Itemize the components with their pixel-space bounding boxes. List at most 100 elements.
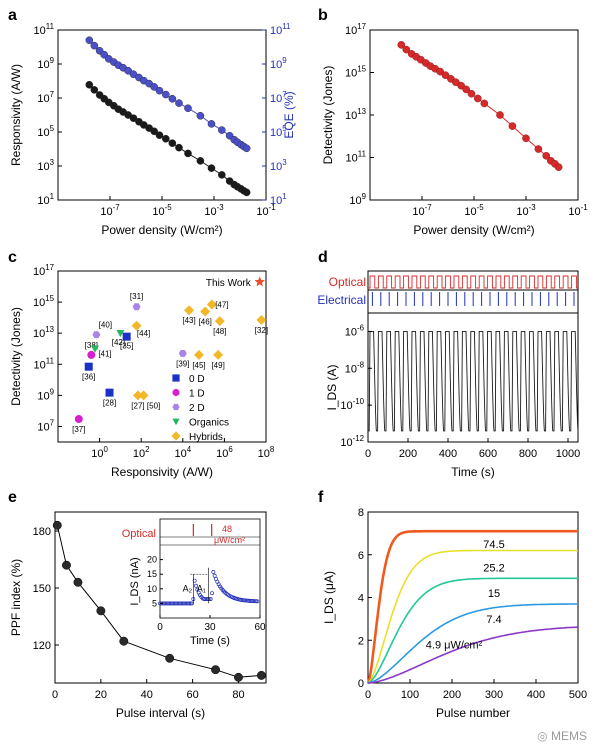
x-tick-label: 10-5 (464, 203, 484, 218)
data-point (441, 71, 450, 79)
data-point (161, 90, 170, 99)
y-tick-label: 1015 (345, 65, 367, 80)
data-point (168, 139, 177, 147)
y-axis-label: Responsivity (A/W) (9, 64, 23, 166)
x-tick-label: 200 (443, 689, 461, 701)
watermark-text: MEMS (551, 729, 587, 743)
inset-data-point (168, 601, 173, 606)
panel-letter-b: b (318, 7, 328, 24)
inset-intensity-label: 48 (222, 524, 232, 534)
data-point (85, 80, 94, 89)
inset-data-point (166, 601, 170, 606)
ref-label: [47] (215, 300, 228, 309)
y2-tick-label: 107 (270, 90, 287, 105)
y2-axis-label: EQE (%) (282, 91, 296, 138)
legend-marker (172, 388, 180, 397)
optical-label: Optical (329, 275, 366, 289)
y-tick-label: 180 (33, 526, 51, 538)
y-axis-label: PPF index (%) (9, 559, 23, 636)
x-tick-label: 20 (95, 689, 107, 701)
x-tick-label: 10-1 (568, 203, 587, 218)
inset-data-point (178, 601, 182, 606)
legend-label: Organics (189, 418, 229, 429)
data-point (168, 94, 177, 103)
x-tick-label: 102 (133, 445, 150, 460)
inset-data-point (164, 601, 169, 606)
data-point (200, 306, 211, 317)
y-tick-label: 0 (358, 678, 364, 690)
data-point (452, 78, 460, 86)
inset-data-point (188, 601, 193, 606)
data-point (90, 41, 99, 50)
ref-label: [42] (112, 338, 125, 347)
x-tick-label: 80 (232, 689, 244, 701)
series-line (366, 529, 578, 684)
ref-label: [50] (147, 401, 160, 410)
inset-data-point (180, 601, 185, 606)
series-line (367, 577, 578, 684)
panel-letter-c: c (8, 249, 17, 266)
y-tick-label: 103 (37, 158, 54, 173)
ref-label: [39] (176, 359, 189, 368)
inset-data-point (183, 601, 188, 606)
annotation-a2: A₂ (183, 584, 193, 594)
inset-y-tick-label: 10 (147, 584, 157, 594)
data-point (211, 665, 220, 675)
data-point (150, 83, 158, 91)
inset-data-point (171, 601, 176, 606)
panel-letter-e: e (8, 489, 17, 506)
data-point (218, 126, 226, 134)
data-point (52, 520, 62, 530)
series-label: 74.5 (483, 539, 504, 551)
data-point (462, 85, 470, 94)
data-point (165, 653, 175, 663)
legend-marker (172, 374, 180, 382)
data-point (397, 41, 406, 49)
data-point (218, 171, 226, 179)
x-tick-label: 10-1 (256, 203, 275, 218)
inset-data-point (255, 599, 260, 604)
data-point (96, 606, 106, 616)
ref-label: [43] (182, 316, 195, 325)
inset-data-point (208, 597, 213, 601)
x-tick-label: 1000 (556, 448, 580, 460)
inset-data-point (170, 601, 174, 606)
data-point (87, 350, 96, 359)
x-tick-label: 108 (258, 445, 275, 460)
x-tick-label: 10-3 (516, 203, 536, 218)
data-point (122, 332, 131, 341)
inset-data-point (195, 587, 200, 592)
inset-data-point (252, 599, 257, 604)
inset-x-tick-label: 60 (254, 622, 266, 633)
legend-label: Hybrids (189, 432, 223, 443)
data-point (150, 127, 158, 136)
electrical-label: Electrical (317, 293, 366, 307)
inset-data-point (194, 583, 198, 588)
inset-data-point (163, 601, 168, 606)
y-tick-label: 109 (349, 192, 366, 207)
this-work-label: This Work (206, 278, 252, 289)
optical-pulse-trace (368, 275, 578, 289)
y-tick-label: 101 (37, 192, 54, 207)
series-line (367, 603, 578, 684)
x-tick-label: 10-7 (412, 203, 431, 218)
data-point (105, 388, 114, 397)
inset-data-point (176, 601, 181, 606)
plot-frame (367, 511, 579, 684)
legend-label: 0 D (189, 374, 205, 385)
legend-marker (172, 418, 180, 426)
plot-frame (57, 270, 267, 443)
inset-data-point (244, 598, 249, 603)
inset-data-point (251, 599, 256, 604)
x-tick-label: 10-3 (204, 203, 224, 218)
y-tick-label: 107 (37, 418, 54, 433)
inset-data-point (247, 598, 252, 603)
x-tick-label: 0 (52, 689, 58, 701)
inset-data-point (203, 597, 208, 601)
x-tick-label: 0 (365, 448, 371, 460)
x-axis-label: Time (s) (451, 465, 495, 479)
data-point (534, 145, 543, 153)
inset-data-point (172, 601, 177, 606)
inset-data-point (212, 573, 217, 578)
inset-data-point (182, 601, 186, 606)
